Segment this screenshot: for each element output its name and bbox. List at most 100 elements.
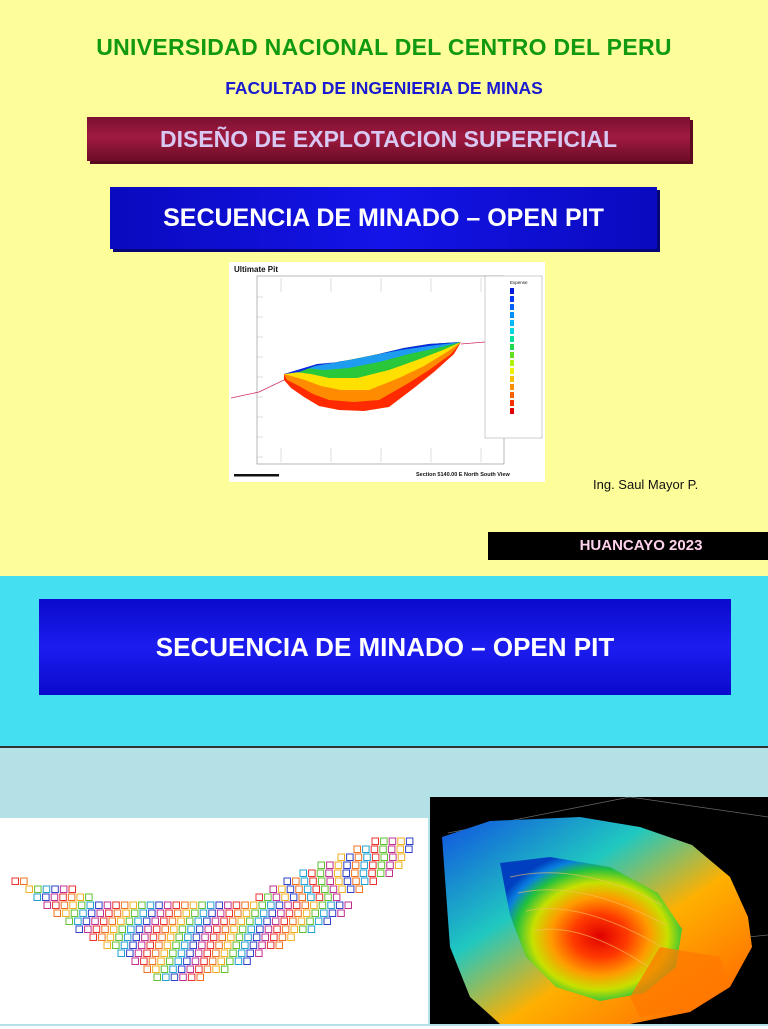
block-cell <box>132 933 140 941</box>
block-cell <box>308 869 316 877</box>
block-cell <box>143 965 151 973</box>
block-cell <box>160 965 169 973</box>
block-cell <box>310 901 318 909</box>
block-cell <box>255 949 263 957</box>
block-cell <box>82 917 91 925</box>
block-cell <box>215 901 223 909</box>
block-cell <box>334 861 343 869</box>
block-cell <box>354 853 363 861</box>
block-cell <box>155 901 163 909</box>
block-cell <box>103 941 111 949</box>
block-cell <box>165 909 173 917</box>
figure-title: Ultimate Pit <box>234 265 278 274</box>
block-cell <box>278 885 286 893</box>
block-cell <box>230 925 238 933</box>
block-cell <box>226 957 234 965</box>
block-cell <box>320 909 328 917</box>
block-cell <box>74 917 82 925</box>
block-cell <box>317 877 326 885</box>
ultimate-pit-figure: Ultimate Pit <box>229 262 545 482</box>
block-cell <box>369 861 377 869</box>
block-cell <box>85 893 93 901</box>
block-cell <box>34 885 42 893</box>
block-cell <box>285 909 294 917</box>
block-cell <box>208 957 217 965</box>
block-cell <box>281 925 290 933</box>
block-cell <box>186 949 194 957</box>
block-cell <box>338 885 346 893</box>
block-cell <box>163 901 172 909</box>
block-cell <box>79 909 87 917</box>
block-cell <box>220 949 229 957</box>
block-cell <box>179 973 187 981</box>
block-cell <box>76 893 84 901</box>
block-cell <box>335 901 344 909</box>
block-cell <box>299 925 307 933</box>
block-cell <box>309 877 317 885</box>
block-cell <box>235 933 244 941</box>
block-cell <box>134 949 143 957</box>
block-cell <box>162 973 170 981</box>
block-cell <box>301 901 309 909</box>
block-cell <box>186 965 194 973</box>
block-cell <box>389 853 397 861</box>
block-cell <box>213 925 221 933</box>
block-model-section-figure <box>0 818 428 1024</box>
block-cell <box>221 925 230 933</box>
block-cell <box>185 917 194 925</box>
block-cell <box>141 933 149 941</box>
block-cell <box>380 853 388 861</box>
block-cell <box>148 957 157 965</box>
block-cell <box>394 861 403 869</box>
block-cell <box>105 909 113 917</box>
block-cell <box>344 901 352 909</box>
block-cell <box>377 861 386 869</box>
block-cell <box>138 901 146 909</box>
block-cell <box>312 885 320 893</box>
block-cell <box>246 949 254 957</box>
block-cell <box>351 869 359 877</box>
block-cell <box>396 845 404 853</box>
block-cell <box>258 901 266 909</box>
block-cell <box>194 917 202 925</box>
block-cell <box>142 917 151 925</box>
block-cell <box>223 941 232 949</box>
block-cell <box>289 893 298 901</box>
block-cell <box>95 901 103 909</box>
figure-caption: Section 5140.00 E North South View <box>416 472 510 478</box>
block-cell <box>321 885 329 893</box>
block-cell <box>337 853 345 861</box>
block-cell <box>280 917 288 925</box>
block-cell <box>317 861 325 869</box>
block-cell <box>172 901 180 909</box>
block-cell <box>337 909 345 917</box>
block-cell <box>187 925 195 933</box>
block-cell <box>225 909 233 917</box>
block-cell <box>140 957 148 965</box>
block-cell <box>170 925 178 933</box>
block-cell <box>198 941 206 949</box>
block-cell <box>155 941 163 949</box>
block-cell <box>84 925 92 933</box>
pit-3d-render <box>442 796 768 1024</box>
block-cell <box>206 901 215 909</box>
block-cell <box>273 925 281 933</box>
block-cell <box>109 925 118 933</box>
block-cell <box>125 917 134 925</box>
block-cell <box>264 925 273 933</box>
topic-title-2: SECUENCIA DE MINADO – OPEN PIT <box>155 632 615 662</box>
block-cell <box>298 893 306 901</box>
block-cell <box>129 901 137 909</box>
scale-bar <box>234 474 279 477</box>
block-cell <box>362 845 370 853</box>
block-cell <box>203 965 212 973</box>
block-cell <box>329 885 338 893</box>
block-cell <box>134 917 142 925</box>
block-cell <box>99 917 108 925</box>
block-cell <box>324 893 332 901</box>
block-cell <box>259 909 268 917</box>
pit-shell-blue <box>284 342 461 374</box>
block-cell <box>75 925 83 933</box>
course-banner: DISEÑO DE EXPLOTACION SUPERFICIAL <box>87 117 690 161</box>
block-cell <box>191 957 200 965</box>
